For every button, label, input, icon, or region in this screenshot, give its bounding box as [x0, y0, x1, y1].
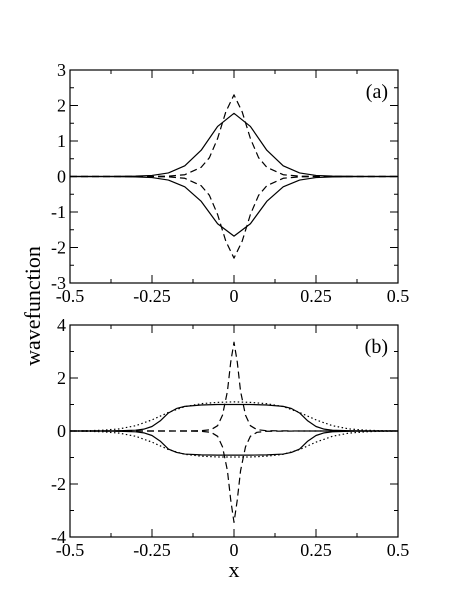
x-tick-label: -0.5 [56, 286, 85, 306]
series-solid-line [70, 403, 398, 432]
panel-a: -0.5 -0.25 0 0.25 0.5 -3 -2 -1 0 1 2 3 (a) [51, 60, 409, 306]
panel-b: -0.5 -0.25 0 0.25 0.5 -4 -2 0 2 4 (b) [51, 315, 409, 560]
y-axis-label: wavefunction [20, 246, 45, 366]
y-tick-label: 2 [57, 368, 66, 388]
series-dashed-line [70, 94, 398, 178]
y-tick-label: 4 [57, 315, 66, 335]
x-tick-label: 0.25 [300, 286, 332, 306]
y-tick-label: 3 [57, 60, 66, 80]
x-tick-label: 0.25 [300, 540, 332, 560]
series-solid-line [70, 175, 398, 237]
x-tick-label: 0 [230, 286, 239, 306]
x-tick-label: 0.5 [387, 286, 410, 306]
x-tick-label: 0.5 [387, 540, 410, 560]
x-axis-label: x [229, 557, 240, 582]
y-tick-label: 0 [57, 421, 66, 441]
series-dashed-line [70, 430, 398, 524]
series-solid-line [70, 112, 398, 178]
panel-label: (a) [366, 81, 388, 103]
panel-label: (b) [365, 336, 388, 358]
y-tick-label: 0 [57, 167, 66, 187]
y-tick-label: -2 [51, 474, 66, 494]
x-tick-label: -0.25 [133, 286, 171, 306]
y-tick-label: 1 [57, 131, 66, 151]
series-solid-line [70, 430, 398, 456]
x-tick-label: -0.5 [56, 540, 85, 560]
series-dotted-line [69, 401, 399, 432]
y-tick-label: 2 [57, 96, 66, 116]
series-dashed-line [70, 341, 398, 432]
x-tick-label: 0 [230, 540, 239, 560]
x-tick-label: -0.25 [133, 540, 171, 560]
y-tick-label: -1 [51, 202, 66, 222]
series-dotted-line [69, 430, 399, 458]
series-dashed-line [70, 175, 398, 259]
y-tick-label: -3 [51, 273, 66, 293]
y-tick-label: -4 [51, 527, 66, 547]
y-tick-label: -2 [51, 238, 66, 258]
